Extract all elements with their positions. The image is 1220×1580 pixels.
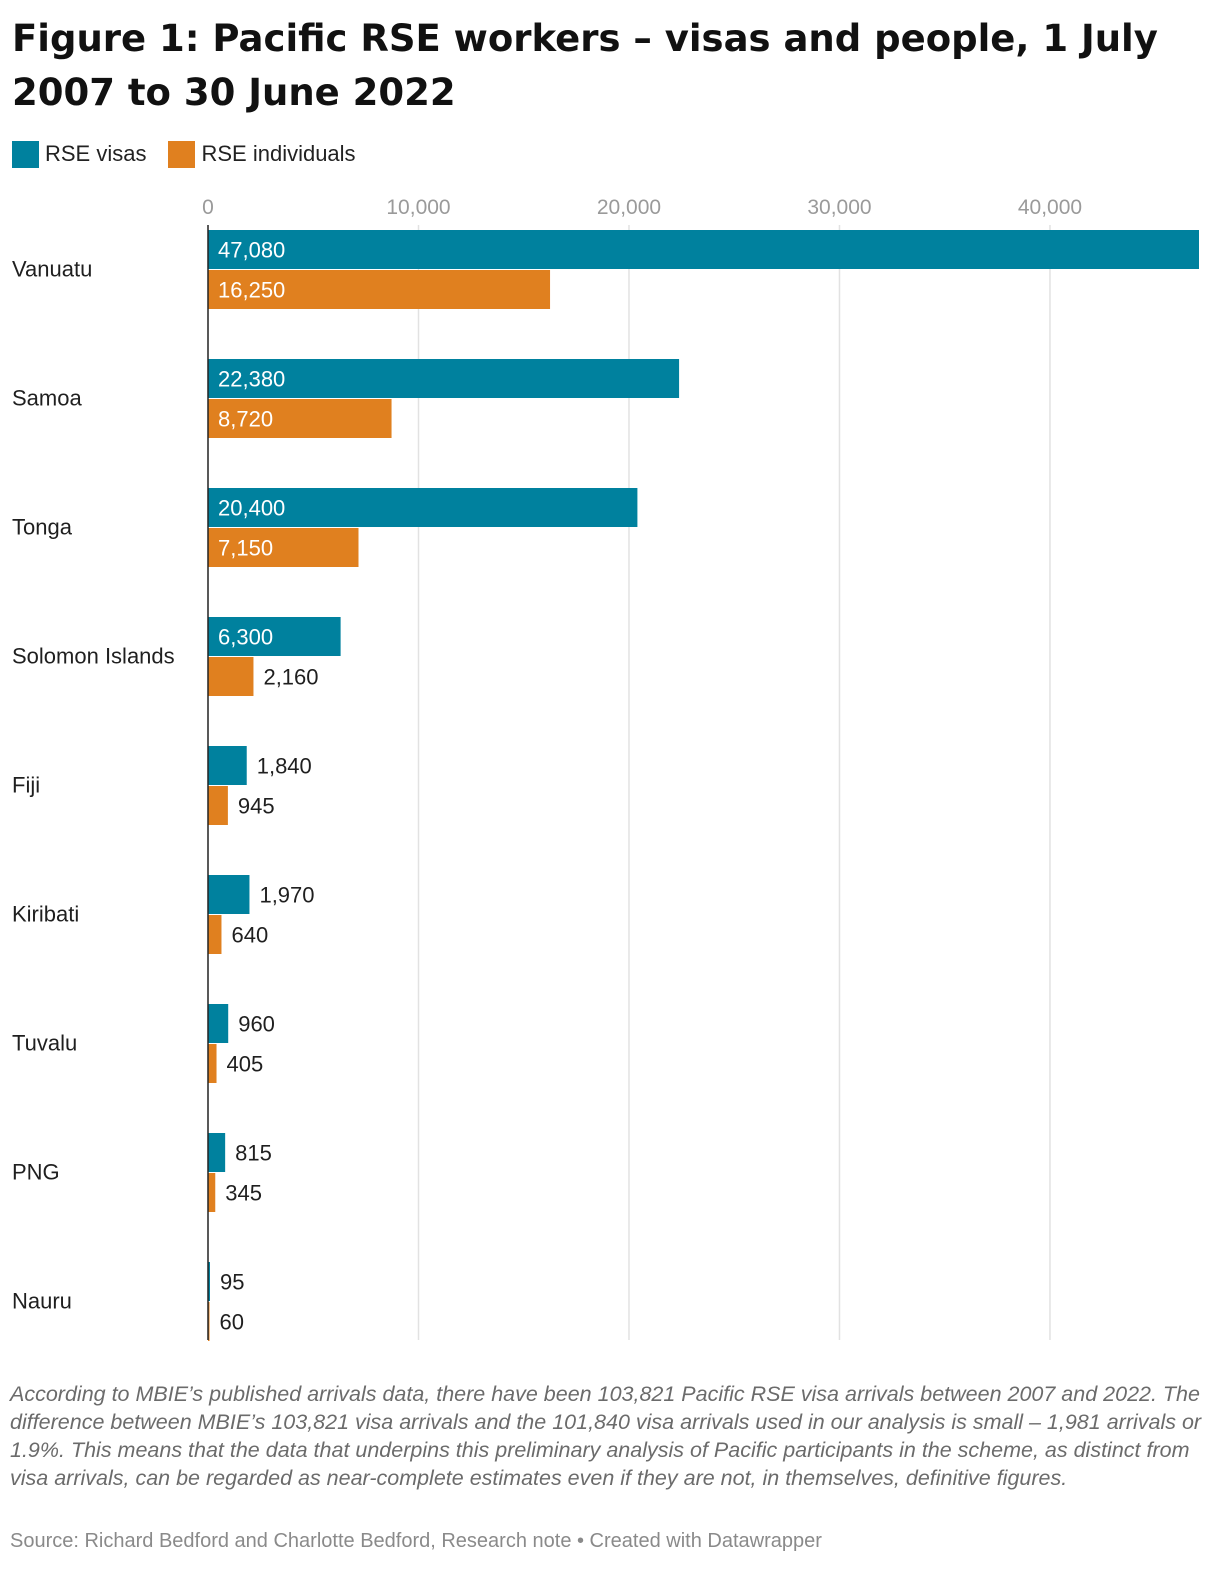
category-label: PNG [12, 1160, 60, 1185]
data-label: 815 [235, 1141, 272, 1166]
data-label: 405 [227, 1052, 264, 1077]
legend-label-visas: RSE visas [45, 141, 147, 166]
legend: RSE visas RSE individuals [12, 138, 378, 170]
bar [208, 657, 254, 696]
data-label: 1,840 [257, 754, 312, 779]
data-label: 6,300 [218, 625, 273, 650]
x-tick-label: 20,000 [597, 196, 661, 219]
category-label: Nauru [12, 1289, 72, 1314]
data-label: 640 [231, 923, 268, 948]
data-label: 960 [238, 1012, 275, 1037]
bar [208, 746, 247, 785]
chart-title: Figure 1: Pacific RSE workers – visas an… [12, 17, 1158, 114]
bar [208, 1044, 217, 1083]
data-label: 7,150 [218, 536, 273, 561]
bar [208, 230, 1199, 269]
bar-chart: 0 10,000 20,000 30,000 40,000 Vanuatu 47,080 16… [12, 196, 1199, 1341]
category-label: Tonga [12, 515, 73, 540]
bar [208, 1133, 226, 1172]
x-tick-label: 10,000 [386, 196, 450, 219]
bar [208, 786, 228, 825]
category-label: Vanuatu [12, 257, 92, 282]
legend-label-individuals: RSE individuals [201, 141, 356, 166]
category-label: Fiji [12, 773, 40, 798]
bar [208, 617, 341, 656]
category-label: Kiribati [12, 902, 79, 927]
chart-source: Source: Richard Bedford and Charlotte Be… [10, 1530, 822, 1552]
legend-item-visas: RSE visas [12, 140, 147, 168]
bar [208, 875, 250, 914]
data-label: 60 [220, 1310, 244, 1335]
legend-swatch-individuals [168, 140, 196, 168]
data-label: 945 [238, 794, 275, 819]
category-label: Samoa [12, 386, 82, 411]
data-label: 22,380 [218, 367, 285, 392]
chart-notes: According to MBIE’s published arrivals d… [10, 1382, 1202, 1490]
bar [208, 915, 222, 954]
data-label: 345 [225, 1181, 262, 1206]
bar [208, 488, 638, 527]
bar [208, 1004, 229, 1043]
category-label: Tuvalu [12, 1031, 77, 1056]
data-label: 8,720 [218, 407, 273, 432]
category-label: Solomon Islands [12, 644, 175, 669]
bar [208, 399, 392, 438]
bar [208, 1173, 216, 1212]
bar [208, 359, 680, 398]
legend-item-individuals: RSE individuals [168, 140, 356, 168]
data-label: 20,400 [218, 496, 285, 521]
data-label: 2,160 [263, 665, 318, 690]
bar [208, 270, 551, 309]
x-tick-label: 40,000 [1018, 196, 1082, 219]
x-tick-label: 0 [202, 196, 214, 219]
x-tick-label: 30,000 [807, 196, 871, 219]
bar [208, 1262, 210, 1301]
data-label: 16,250 [218, 278, 285, 303]
data-label: 95 [220, 1270, 244, 1295]
data-label: 1,970 [259, 883, 314, 908]
legend-swatch-visas [12, 140, 39, 168]
bar [208, 528, 359, 567]
data-label: 47,080 [218, 238, 285, 263]
